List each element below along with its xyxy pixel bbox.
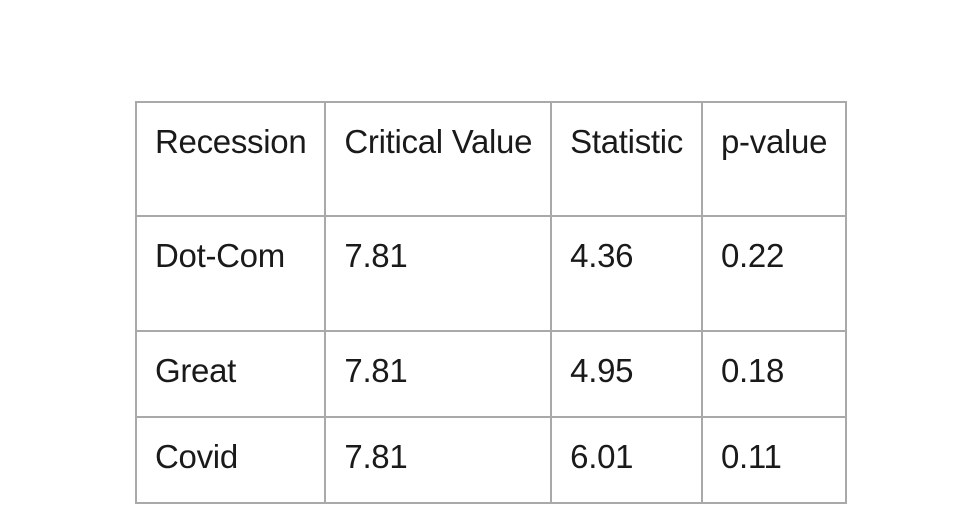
table-row: Great 7.81 4.95 0.18 bbox=[134, 330, 848, 418]
header-statistic: Statistic bbox=[550, 101, 703, 217]
cell-statistic: 4.36 bbox=[550, 215, 703, 332]
cell-p-value: 0.22 bbox=[700, 215, 848, 332]
header-recession: Recession bbox=[134, 101, 327, 217]
table-row: Covid 7.81 6.01 0.11 bbox=[134, 416, 848, 504]
table-header-row: Recession Critical Value Statistic p-val… bbox=[134, 101, 848, 217]
header-critical-value: Critical Value bbox=[324, 101, 553, 217]
cell-critical-value: 7.81 bbox=[324, 416, 553, 504]
cell-recession: Covid bbox=[134, 416, 327, 504]
cell-critical-value: 7.81 bbox=[324, 215, 553, 332]
cell-statistic: 4.95 bbox=[550, 330, 703, 418]
header-p-value: p-value bbox=[700, 101, 848, 217]
results-table: Recession Critical Value Statistic p-val… bbox=[134, 101, 848, 504]
cell-statistic: 6.01 bbox=[550, 416, 703, 504]
cell-p-value: 0.11 bbox=[700, 416, 848, 504]
table-row: Dot-Com 7.81 4.36 0.22 bbox=[134, 215, 848, 332]
cell-critical-value: 7.81 bbox=[324, 330, 553, 418]
cell-p-value: 0.18 bbox=[700, 330, 848, 418]
cell-recession: Great bbox=[134, 330, 327, 418]
cell-recession: Dot-Com bbox=[134, 215, 327, 332]
